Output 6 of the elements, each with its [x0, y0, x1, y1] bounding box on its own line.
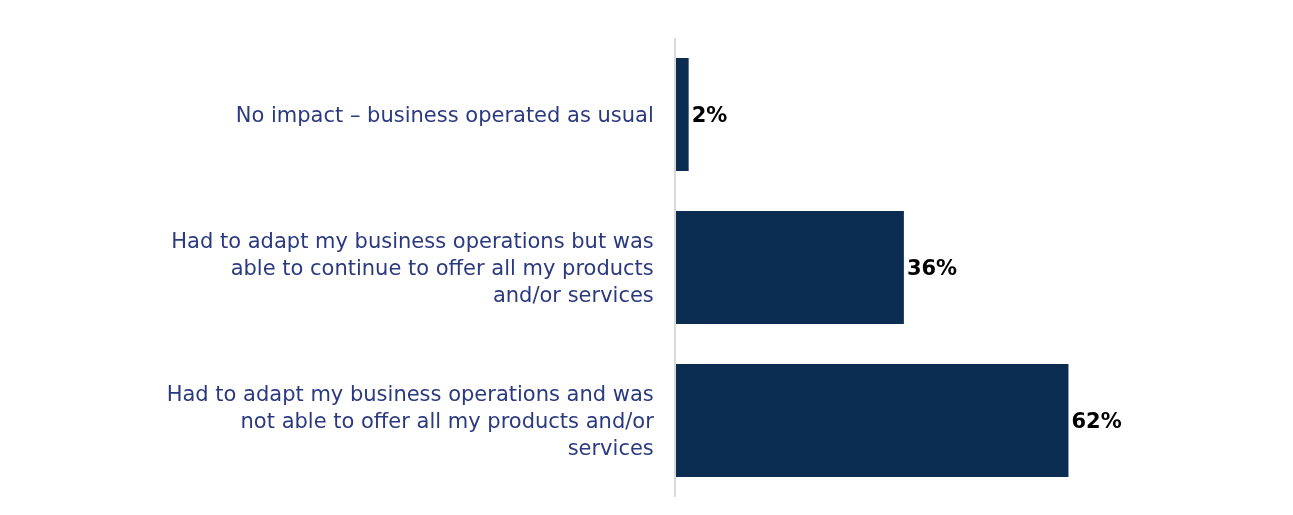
y-tick-label: Had to adapt my business operations but was able to continue to offer all my products and/or services: [171, 228, 654, 308]
data-label: 62%: [1071, 408, 1122, 433]
y-tick-label: Had to adapt my business operations and was not able to offer all my products and/or services: [166, 381, 655, 461]
data-label: 36%: [906, 255, 958, 280]
y-tick-label: No impact – business operated as usual: [235, 102, 654, 127]
data-label: 2%: [691, 102, 728, 127]
